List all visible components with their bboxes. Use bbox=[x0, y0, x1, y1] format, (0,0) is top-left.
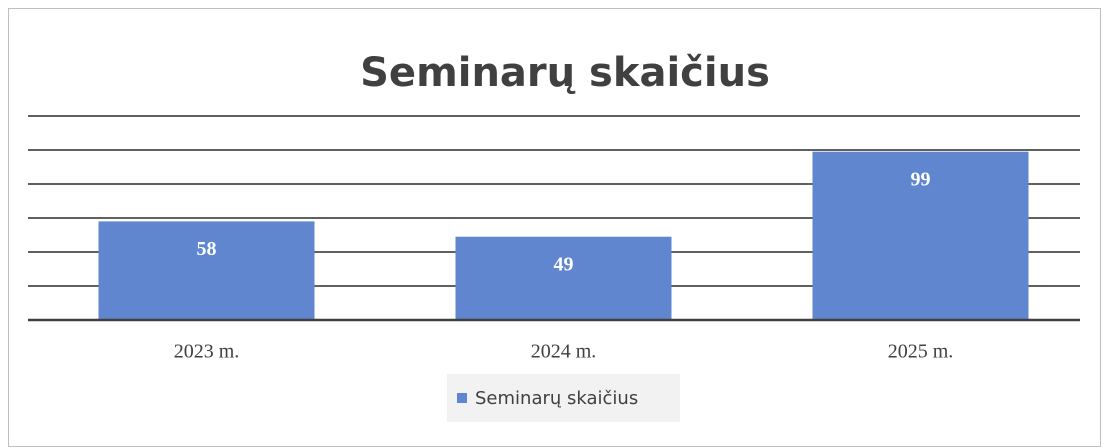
data-label: 49 bbox=[554, 253, 574, 275]
legend-box bbox=[447, 374, 680, 422]
legend-swatch bbox=[457, 393, 467, 403]
bar bbox=[812, 151, 1029, 320]
x-tick-label: 2023 m. bbox=[174, 341, 240, 363]
x-tick-label: 2025 m. bbox=[888, 341, 954, 363]
bar bbox=[455, 236, 672, 320]
data-label: 99 bbox=[911, 168, 931, 190]
bar bbox=[98, 221, 315, 320]
data-label: 58 bbox=[197, 238, 217, 260]
x-tick-label: 2024 m. bbox=[531, 341, 597, 363]
chart-title: Seminarų skaičius bbox=[360, 50, 770, 96]
legend-label: Seminarų skaičius bbox=[475, 388, 638, 409]
